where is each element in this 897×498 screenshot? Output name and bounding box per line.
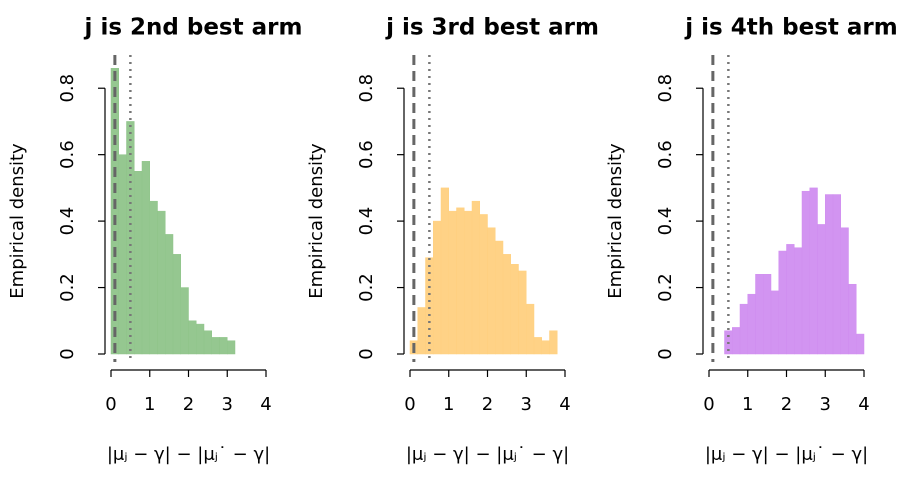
histogram-bar xyxy=(487,227,496,355)
histogram-bar xyxy=(180,287,189,355)
histogram-bar xyxy=(172,254,181,355)
histogram-bar xyxy=(770,290,779,355)
x-tick-label: 1 xyxy=(144,394,155,415)
y-tick-label: 0.6 xyxy=(57,140,78,169)
histogram-bar xyxy=(149,200,158,355)
x-tick-label: 2 xyxy=(482,394,493,415)
y-tick-label: 0.4 xyxy=(57,207,78,236)
histogram-bar xyxy=(763,274,772,355)
y-tick-label: 0.2 xyxy=(57,273,78,302)
histogram-bar xyxy=(471,200,480,355)
y-tick-label: 0.8 xyxy=(356,74,377,103)
histogram-bar xyxy=(856,333,865,355)
y-axis-label: Empirical density xyxy=(605,143,626,299)
x-axis-label: |μⱼ − γ| − |μⱼ˙ − γ| xyxy=(406,444,569,465)
x-tick-label: 2 xyxy=(781,394,792,415)
x-axis-label: |μⱼ − γ| − |μⱼ˙ − γ| xyxy=(705,444,868,465)
y-tick-label: 0.4 xyxy=(356,207,377,236)
histogram-bar xyxy=(518,270,527,355)
histogram-bar xyxy=(134,171,143,355)
histogram-bar xyxy=(747,293,756,355)
x-tick-label: 2 xyxy=(183,394,194,415)
histogram-bar xyxy=(549,330,558,355)
histogram-bar xyxy=(495,240,504,355)
histogram-bar xyxy=(801,190,810,355)
y-tick-label: 0.8 xyxy=(57,74,78,103)
histogram-bar xyxy=(832,194,841,355)
histogram-bar xyxy=(809,187,818,355)
histogram-bar xyxy=(118,154,127,355)
histogram-bar xyxy=(433,220,442,355)
histogram-bar xyxy=(848,283,857,355)
histogram-bar xyxy=(456,207,465,355)
histogram-bar xyxy=(510,264,519,355)
histogram-bar xyxy=(157,210,166,355)
histogram-bar xyxy=(778,250,787,355)
panel-title: j is 2nd best arm xyxy=(84,15,303,41)
x-tick-label: 3 xyxy=(222,394,233,415)
x-tick-label: 4 xyxy=(858,394,869,415)
x-tick-label: 4 xyxy=(260,394,271,415)
y-tick-label: 0.4 xyxy=(655,207,676,236)
histogram-bar xyxy=(817,224,826,355)
histogram-bar xyxy=(196,323,205,355)
histogram-bar xyxy=(479,214,488,355)
y-tick-label: 0 xyxy=(57,348,78,359)
histogram-bar xyxy=(825,194,834,355)
histogram-bar xyxy=(755,274,764,355)
y-tick-label: 0.6 xyxy=(356,140,377,169)
y-tick-label: 0.2 xyxy=(356,273,377,302)
histogram-bar xyxy=(448,210,457,355)
histogram-bar xyxy=(739,303,748,355)
histogram-bar xyxy=(417,307,426,355)
histogram-bar xyxy=(464,210,473,355)
histogram-bar xyxy=(732,327,741,355)
y-axis-label: Empirical density xyxy=(7,143,28,299)
x-tick-label: 1 xyxy=(742,394,753,415)
histogram-bar xyxy=(794,247,803,355)
x-tick-label: 4 xyxy=(559,394,570,415)
histogram-bar xyxy=(786,244,795,355)
y-axis-label: Empirical density xyxy=(306,143,327,299)
x-tick-label: 0 xyxy=(703,394,714,415)
histogram-bar xyxy=(502,254,511,355)
histogram-bar xyxy=(203,330,212,355)
histogram-bar xyxy=(188,320,197,355)
x-tick-label: 3 xyxy=(820,394,831,415)
y-tick-label: 0.6 xyxy=(655,140,676,169)
panel-title: j is 3rd best arm xyxy=(385,15,599,41)
histogram-bar xyxy=(840,227,849,355)
histogram-bar xyxy=(541,340,550,355)
x-tick-label: 1 xyxy=(443,394,454,415)
x-tick-label: 0 xyxy=(404,394,415,415)
histogram-bar xyxy=(227,340,236,355)
histogram-bar xyxy=(526,303,535,355)
histogram-bar xyxy=(533,337,542,355)
histogram-bar xyxy=(219,337,228,355)
y-tick-label: 0 xyxy=(356,348,377,359)
y-tick-label: 0.2 xyxy=(655,273,676,302)
y-tick-label: 0 xyxy=(655,348,676,359)
x-axis-label: |μⱼ − γ| − |μⱼ˙ − γ| xyxy=(107,444,270,465)
panel-title: j is 4th best arm xyxy=(684,15,897,41)
histogram-bar xyxy=(141,161,150,355)
histogram-bar xyxy=(165,234,174,355)
x-tick-label: 0 xyxy=(105,394,116,415)
x-tick-label: 3 xyxy=(521,394,532,415)
histogram-bar xyxy=(211,337,220,355)
y-tick-label: 0.8 xyxy=(655,74,676,103)
histogram-bar xyxy=(440,187,449,355)
